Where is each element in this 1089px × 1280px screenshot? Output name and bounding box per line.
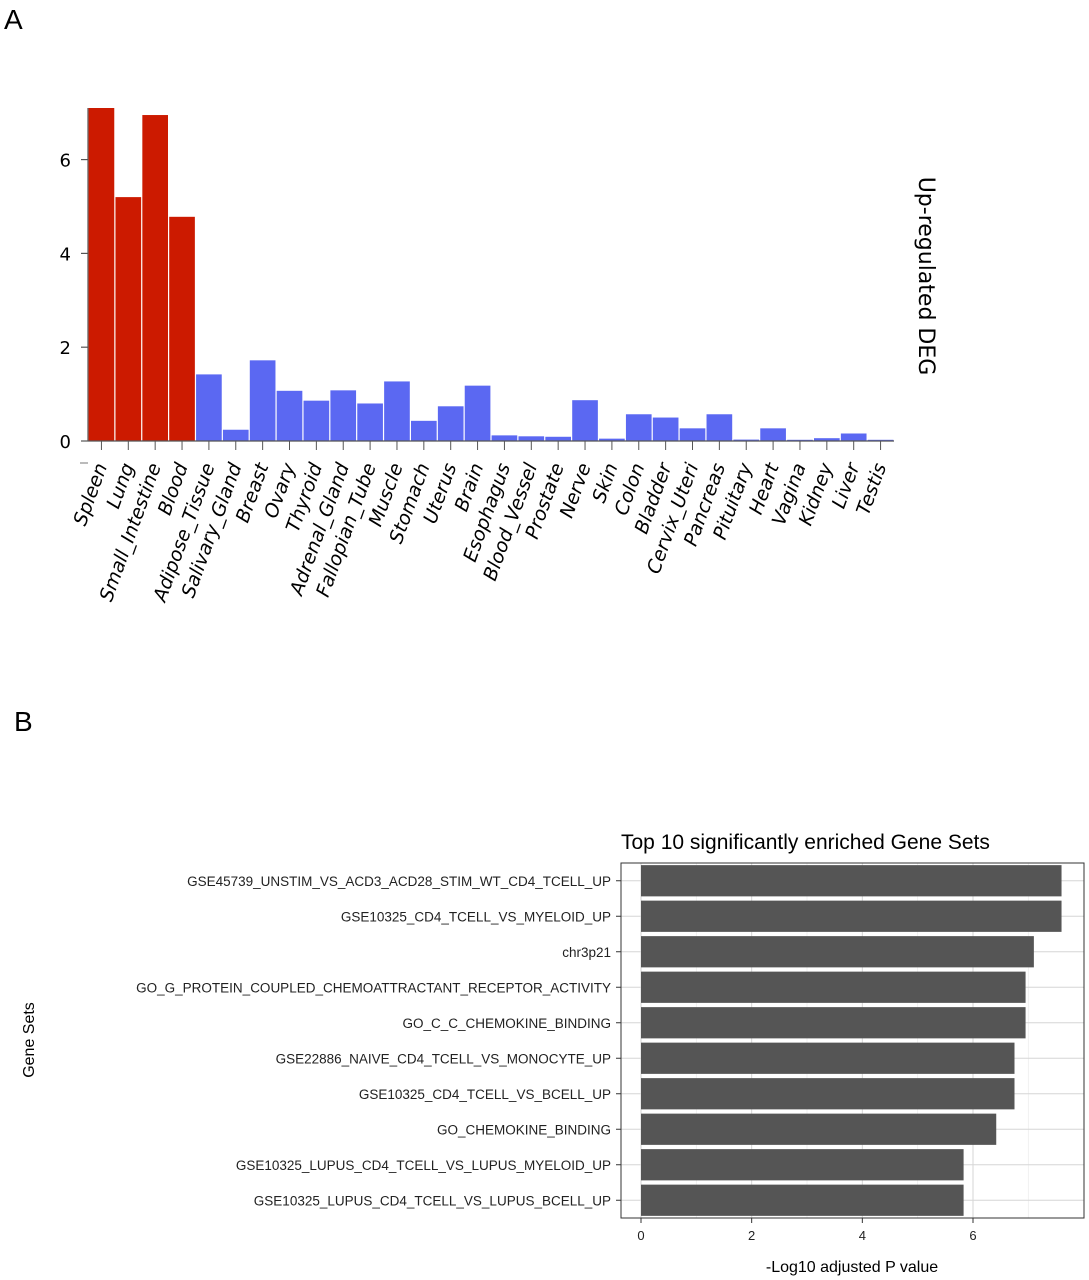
x-tick-label: 6 [969, 1228, 976, 1243]
gene-set-label: GSE10325_CD4_TCELL_VS_MYELOID_UP [341, 909, 611, 924]
y-axis-label: Gene Sets [21, 1002, 38, 1078]
bar-blood [169, 216, 195, 441]
gene-set-label: GSE10325_LUPUS_CD4_TCELL_VS_LUPUS_BCELL_… [254, 1193, 611, 1208]
gene-set-bar [641, 865, 1062, 897]
y-tick-label: 6 [60, 151, 71, 172]
gene-set-label: GO_C_C_CHEMOKINE_BINDING [402, 1016, 611, 1031]
bar-adipose-tissue [196, 374, 222, 441]
bar-small-intestine [142, 115, 168, 441]
y-tick-label: 4 [60, 244, 71, 265]
gene-set-label: GO_G_PROTEIN_COUPLED_CHEMOATTRACTANT_REC… [136, 980, 611, 995]
bar-prostate [545, 436, 571, 441]
x-tick-label: 4 [859, 1228, 866, 1243]
panel-label-b: B [14, 706, 33, 737]
bar-brain [464, 385, 491, 441]
gene-set-bar [641, 1078, 1015, 1110]
bar-breast [249, 360, 276, 441]
gene-set-label: GO_CHEMOKINE_BINDING [437, 1122, 611, 1137]
panel-label-a: A [4, 4, 23, 35]
bar-bladder [652, 417, 679, 441]
bar-lung [115, 197, 142, 441]
y-tick-label: 2 [60, 338, 71, 359]
x-tick-label: 2 [748, 1228, 755, 1243]
gene-set-bar [641, 1007, 1026, 1039]
bar-pancreas [706, 414, 733, 441]
bar-fallopian-tube [357, 403, 383, 441]
bar-skin [599, 438, 625, 441]
bar-heart [760, 428, 786, 441]
gene-set-label: GSE22886_NAIVE_CD4_TCELL_VS_MONOCYTE_UP [276, 1051, 611, 1066]
x-axis-label: -Log10 adjusted P value [766, 1259, 938, 1276]
bar-kidney [814, 438, 840, 441]
gene-set-bar [641, 971, 1026, 1003]
bar-spleen [88, 108, 115, 441]
gene-set-bar [641, 1184, 964, 1216]
gene-set-label: GSE10325_CD4_TCELL_VS_BCELL_UP [359, 1087, 611, 1102]
bar-blood-vessel [518, 436, 545, 441]
bar-esophagus [491, 435, 518, 441]
bar-thyroid [303, 400, 330, 441]
chart-title: Top 10 significantly enriched Gene Sets [621, 831, 990, 854]
bar-nerve [572, 400, 598, 441]
gene-set-bar-chart: GSE45739_UNSTIM_VS_ACD3_ACD28_STIM_WT_CD… [21, 831, 1085, 1276]
gene-set-bar [641, 936, 1034, 968]
y-tick-label: 0 [60, 432, 71, 453]
gene-set-bar [641, 1113, 997, 1145]
gene-set-label: GSE45739_UNSTIM_VS_ACD3_ACD28_STIM_WT_CD… [187, 874, 611, 889]
bar-uterus [437, 406, 464, 441]
gene-set-label: GSE10325_LUPUS_CD4_TCELL_VS_LUPUS_MYELOI… [236, 1158, 611, 1173]
gene-set-bar [641, 900, 1062, 932]
bar-ovary [276, 390, 303, 441]
y-axis-label: Up-regulated DEG [913, 177, 938, 376]
plot-border [620, 862, 1085, 1219]
x-tick-label: 0 [637, 1228, 644, 1243]
bar-stomach [411, 420, 437, 441]
bar-salivary-gland [222, 429, 249, 441]
gene-set-bar [641, 1042, 1015, 1074]
gene-set-label: chr3p21 [562, 945, 611, 960]
bar-colon [625, 414, 652, 441]
bar-cervix-uteri [679, 428, 706, 441]
bar-muscle [384, 381, 410, 441]
bar-adrenal-gland [330, 390, 357, 441]
gene-set-bar [641, 1149, 964, 1181]
deg-bar-chart: 0246SpleenLungSmall_IntestineBloodAdipos… [60, 108, 938, 606]
bar-liver [840, 433, 867, 441]
bar-pituitary [733, 439, 760, 441]
